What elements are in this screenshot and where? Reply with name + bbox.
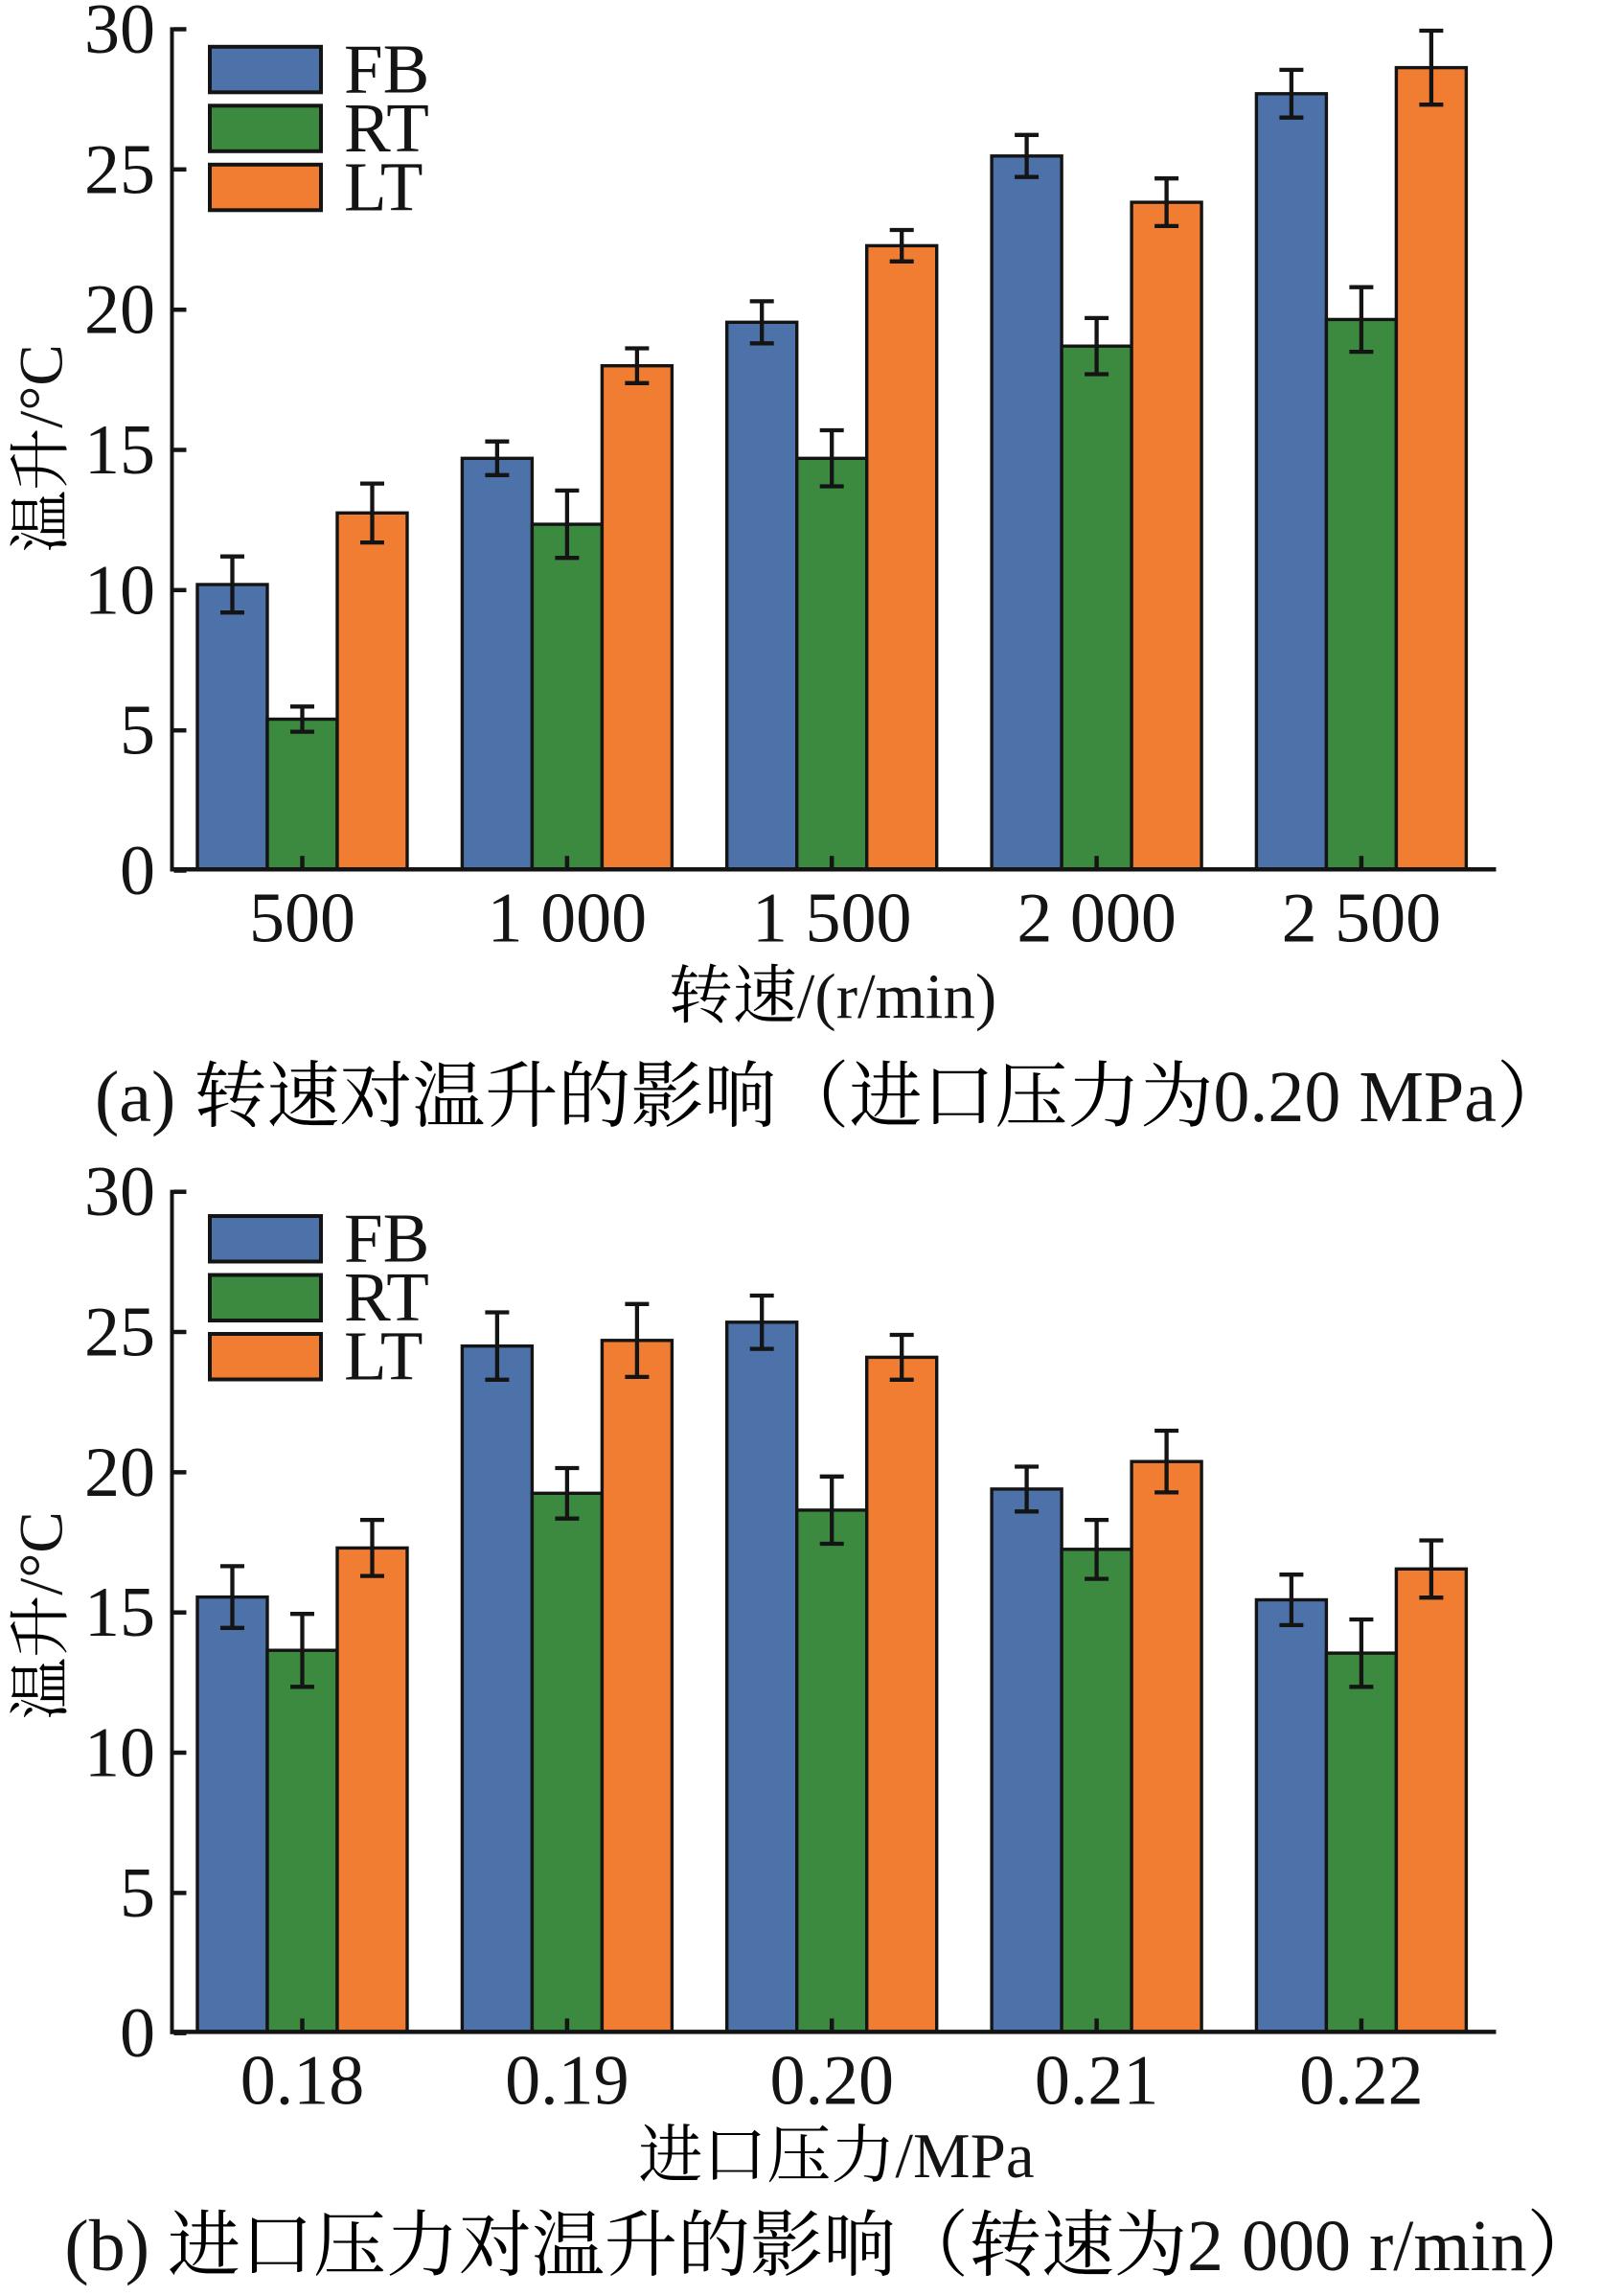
svg-text:25: 25 [84,1294,155,1372]
svg-text:RT: RT [344,89,429,167]
svg-text:5: 5 [120,692,155,770]
svg-text:FB: FB [344,31,429,108]
svg-text:15: 15 [84,411,155,490]
svg-text:0.22: 0.22 [1299,2041,1424,2120]
svg-text:25: 25 [84,130,155,209]
svg-text:1 500: 1 500 [752,879,912,957]
svg-text:30: 30 [84,1153,155,1231]
svg-text:0: 0 [120,832,155,910]
svg-text:500: 500 [249,879,355,957]
svg-text:0.21: 0.21 [1035,2041,1159,2120]
svg-text:/(r/min): /(r/min) [797,961,996,1032]
svg-text:/°C: /°C [8,1511,77,1595]
svg-text:(b): (b) [64,2206,168,2286]
svg-text:2 000 r/min: 2 000 r/min [1187,2206,1527,2286]
svg-text:(a): (a) [95,1057,194,1137]
svg-text:/MPa: /MPa [895,2121,1034,2192]
svg-text:15: 15 [84,1573,155,1652]
svg-text:5: 5 [120,1854,155,1933]
svg-text:10: 10 [84,1714,155,1793]
svg-text:LT: LT [344,1318,423,1395]
svg-text:0: 0 [120,1994,155,2073]
svg-text:30: 30 [84,0,155,69]
svg-text:0.20 MPa: 0.20 MPa [1213,1057,1497,1137]
svg-text:/°C: /°C [8,344,77,427]
svg-text:20: 20 [84,1434,155,1512]
svg-text:0.18: 0.18 [240,2041,365,2120]
svg-text:2 500: 2 500 [1282,879,1442,957]
svg-text:RT: RT [344,1258,429,1336]
svg-text:2 000: 2 000 [1017,879,1177,957]
svg-text:10: 10 [84,551,155,630]
svg-text:0.19: 0.19 [505,2041,629,2120]
svg-text:1 000: 1 000 [488,879,648,957]
svg-text:LT: LT [344,149,423,226]
svg-text:0.20: 0.20 [769,2041,894,2120]
svg-text:20: 20 [84,271,155,350]
svg-text:FB: FB [344,1200,429,1277]
